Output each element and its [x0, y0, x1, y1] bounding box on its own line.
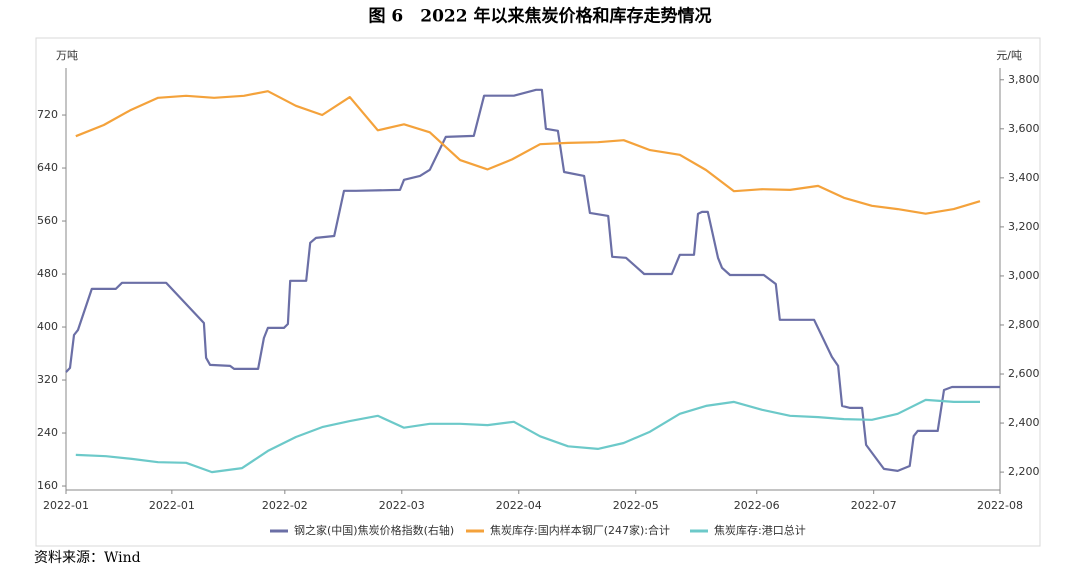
y2-tick-label: 3,600 — [1008, 122, 1040, 135]
y-tick-label: 400 — [37, 320, 58, 333]
y2-tick-label: 2,200 — [1008, 465, 1040, 478]
chart-frame — [35, 37, 1041, 547]
legend-label: 钢之家(中国)焦炭价格指数(右轴) — [294, 523, 454, 537]
y2-tick-label: 3,800 — [1008, 73, 1040, 86]
series-line — [75, 90, 981, 215]
y-tick-label: 160 — [37, 479, 58, 492]
source-note: 资料来源：Wind — [34, 550, 141, 566]
y2-tick-label: 3,400 — [1008, 171, 1040, 184]
y2-tick-label: 3,200 — [1008, 220, 1040, 233]
legend-label: 焦炭库存:港口总计 — [714, 523, 806, 537]
y-tick-label: 480 — [37, 267, 58, 280]
x-tick-label: 2022-03 — [379, 499, 425, 512]
legend-label: 焦炭库存:国内样本钢厂(247家):合计 — [490, 523, 670, 537]
y-tick-label: 240 — [37, 426, 58, 439]
y-tick-label: 640 — [37, 161, 58, 174]
y2-tick-label: 2,600 — [1008, 367, 1040, 380]
y2-tick-label: 2,400 — [1008, 416, 1040, 429]
y-tick-label: 720 — [37, 108, 58, 121]
x-tick-label: 2022-06 — [734, 499, 780, 512]
x-tick-label: 2022-04 — [496, 499, 542, 512]
x-tick-label: 2022-02 — [262, 499, 308, 512]
y-tick-label: 560 — [37, 214, 58, 227]
y2-tick-label: 3,000 — [1008, 269, 1040, 282]
y2-axis-label: 元/吨 — [996, 49, 1022, 62]
y2-tick-label: 2,800 — [1008, 318, 1040, 331]
series-line — [65, 88, 1000, 472]
chart-title: 图 6 2022 年以来焦炭价格和库存走势情况 — [369, 6, 712, 27]
y-tick-label: 320 — [37, 373, 58, 386]
x-tick-label: 2022-07 — [851, 499, 897, 512]
x-tick-label: 2022-05 — [613, 499, 659, 512]
series-line — [75, 398, 980, 474]
y-axis-label: 万吨 — [56, 49, 78, 62]
x-tick-label: 2022-01 — [43, 499, 89, 512]
x-tick-label: 2022-08 — [977, 499, 1023, 512]
x-tick-label: 2022-01 — [149, 499, 195, 512]
